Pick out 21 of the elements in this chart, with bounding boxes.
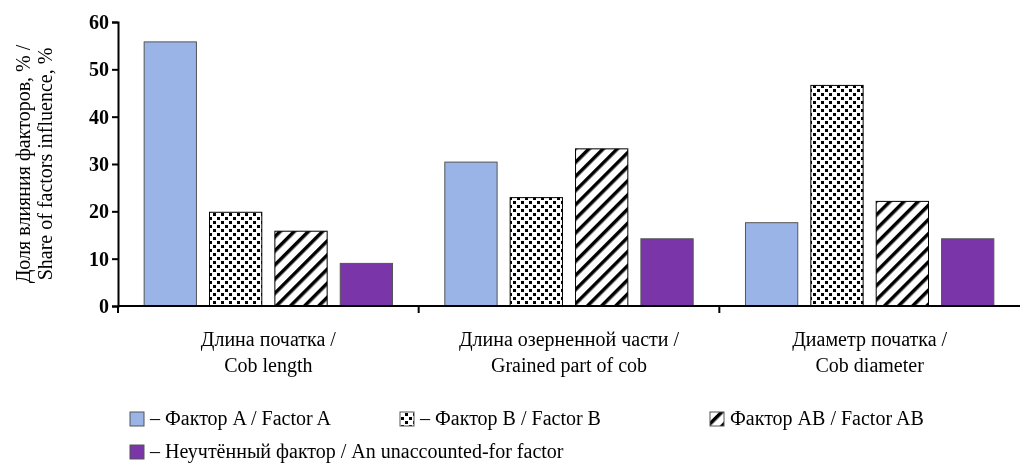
y-tick-label: 40 [89, 105, 109, 128]
bar [941, 238, 995, 307]
bar [143, 41, 197, 307]
y-tick-label: 50 [89, 58, 109, 81]
legend-label: – Фактор B / Factor B [419, 407, 601, 430]
y-tick-label: 0 [99, 294, 109, 317]
legend-label: – Неучтённый фактор / An unaccounted-for factor [149, 440, 564, 463]
y-tick-label: 60 [89, 10, 109, 33]
y-axis-title: Доля влияния факторов, % / Share of factors influence, % [12, 44, 56, 284]
legend-label: Фактор AB / Factor AB [730, 407, 924, 430]
x-tick-label: Длина озерненной части / Grained part of cob [458, 328, 680, 377]
bar [744, 222, 799, 307]
y-tick-label: 30 [89, 152, 109, 175]
y-tick-label: 20 [89, 200, 109, 223]
bar [640, 238, 694, 307]
bar [444, 161, 498, 307]
x-tick-label: Диаметр початка / Cob diameter [792, 328, 948, 376]
bar [339, 262, 394, 307]
x-tick-label: Длина початка / Cob length [200, 328, 337, 377]
y-tick-label: 10 [89, 247, 109, 270]
legend-label: – Фактор A / Factor A [149, 407, 332, 430]
